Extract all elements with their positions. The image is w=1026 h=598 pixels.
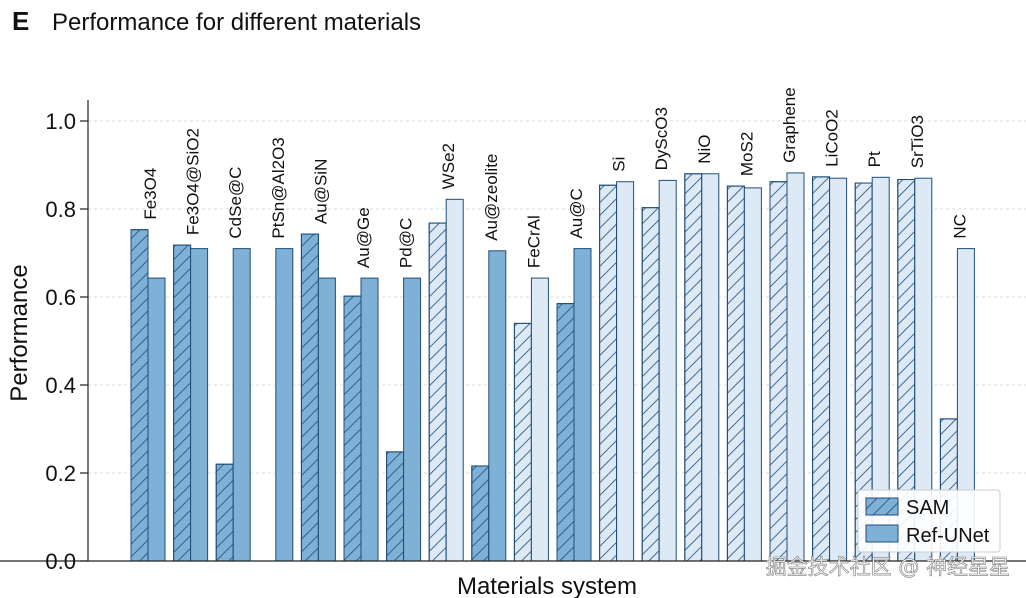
y-axis-label: Performance — [6, 264, 33, 401]
y-tick-label: 0.2 — [45, 461, 76, 486]
bar-ref-unet-wse2 — [445, 198, 464, 562]
category-label: Au@C — [567, 188, 586, 238]
legend-swatch-ref-unet — [865, 524, 899, 543]
category-label: CdSe@C — [226, 167, 245, 239]
bar-ref-unet-dysco3 — [658, 179, 677, 562]
bar-ref-unet-fe3o4-sio2 — [190, 248, 209, 562]
bar-ref-unet-si — [616, 181, 635, 562]
bar-ref-unet-cdse-c — [232, 248, 251, 562]
bar-ref-unet-au-zeolite — [488, 250, 507, 562]
bar-hatch-cdse-c — [215, 463, 234, 562]
bar-hatch-pd-c — [386, 451, 405, 562]
category-label: Si — [610, 157, 629, 172]
y-tick-label: 0.6 — [45, 285, 76, 310]
y-ticks: 0.0 0.2 0.4 0.6 0.8 1.0 — [45, 109, 88, 574]
bar-hatch-si — [599, 184, 618, 562]
panel-letter: E — [12, 6, 29, 36]
bar-hatch-au-sin — [300, 233, 319, 562]
bar-hatch-fe3o4 — [130, 229, 149, 562]
bar-ref-unet-mos2 — [743, 187, 762, 562]
category-label: Pd@C — [397, 218, 416, 268]
bar-ref-unet-licoo2 — [829, 177, 848, 562]
category-label: NC — [950, 214, 969, 239]
category-label: Au@zeolite — [482, 154, 501, 241]
y-tick-label: 0.8 — [45, 197, 76, 222]
bar-hatch-au-zeolite — [471, 465, 490, 562]
y-tick-label: 1.0 — [45, 109, 76, 134]
category-label: Au@Ge — [354, 207, 373, 268]
category-label: Graphene — [780, 87, 799, 163]
bars — [130, 172, 975, 562]
bar-hatch-mos2 — [726, 185, 745, 562]
category-label: DyScO3 — [652, 107, 671, 170]
x-axis-label: Materials system — [457, 573, 637, 598]
bar-ref-unet-au-sin — [317, 277, 336, 562]
category-label: Pt — [865, 151, 884, 167]
bar-hatch-au-ge — [343, 295, 362, 562]
legend-label-ref-unet: Ref-UNet — [906, 525, 990, 547]
bar-ref-unet-fe3o4 — [147, 277, 166, 562]
bar-hatch-wse2 — [428, 222, 447, 562]
legend-label-sam: SAM — [906, 497, 949, 519]
legend: SAM Ref-UNet — [857, 489, 1001, 553]
bar-ref-unet-au-c — [573, 248, 592, 562]
bar-hatch-dysco3 — [641, 207, 660, 562]
bar-hatch-fe3o4-sio2 — [173, 244, 192, 562]
legend-swatch-sam — [865, 497, 899, 516]
bar-ref-unet-fecral — [530, 277, 549, 562]
bar-ref-unet-nio — [701, 173, 720, 562]
category-label: FeCrAl — [524, 215, 543, 268]
bar-hatch-licoo2 — [812, 176, 831, 562]
y-tick-label: 0.4 — [45, 373, 76, 398]
category-label: PtSn@Al2O3 — [269, 137, 288, 238]
watermark: 掘金技术社区 @ 神经星星 — [766, 555, 1010, 579]
bar-ref-unet-graphene — [786, 172, 805, 562]
category-label: MoS2 — [737, 132, 756, 176]
category-label: SrTiO3 — [908, 115, 927, 168]
bar-hatch-fecral — [513, 322, 532, 562]
category-label: LiCoO2 — [823, 109, 842, 167]
bar-hatch-nio — [684, 173, 703, 562]
bar-ref-unet-pd-c — [403, 277, 422, 562]
y-tick-label: 0.0 — [45, 549, 76, 574]
category-label: Fe3O4@SiO2 — [184, 128, 203, 235]
bar-ref-unet-au-ge — [360, 277, 379, 562]
category-label: Fe3O4 — [141, 168, 160, 220]
bar-hatch-au-c — [556, 303, 575, 562]
category-labels: Fe3O4 Fe3O4@SiO2 CdSe@C PtSn@Al2O3 Au@SiN Au@… — [141, 87, 969, 268]
category-label: NiO — [695, 135, 714, 164]
category-label: Au@SiN — [311, 159, 330, 224]
category-label: WSe2 — [439, 143, 458, 189]
bar-ref-unet-ptsn-al2o3 — [275, 248, 294, 562]
chart-title: Performance for different materials — [52, 9, 421, 36]
bar-hatch-graphene — [769, 181, 788, 562]
